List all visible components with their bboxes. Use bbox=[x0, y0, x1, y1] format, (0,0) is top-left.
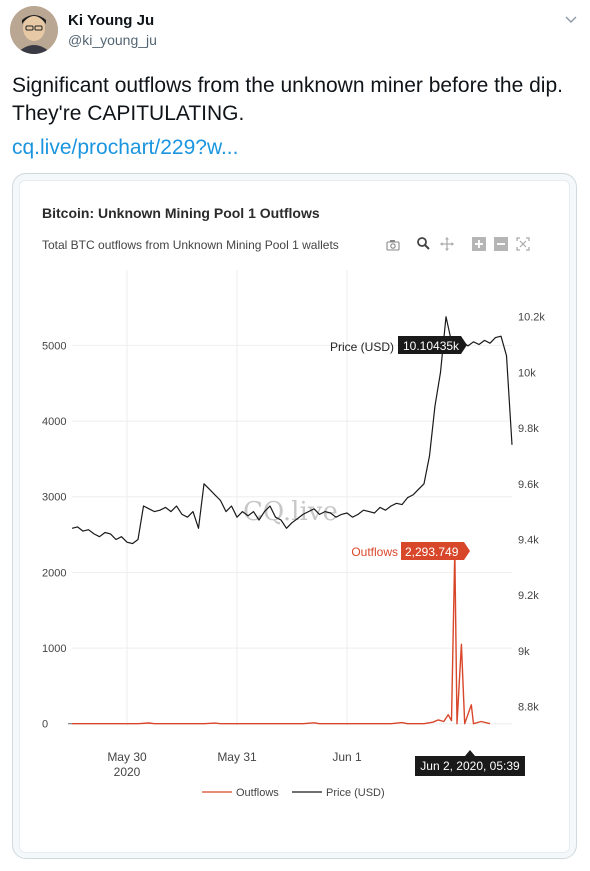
y-left-tick-label: 1000 bbox=[42, 643, 66, 655]
link-card[interactable] bbox=[12, 173, 577, 859]
zoom-out-icon[interactable] bbox=[494, 237, 508, 251]
hover-x-value: Jun 2, 2020, 05:39 bbox=[420, 759, 520, 773]
hover-x-box bbox=[415, 750, 525, 776]
hover-outflow-value: 2,293.749 bbox=[405, 545, 459, 559]
autoscale-icon[interactable] bbox=[516, 237, 530, 251]
avatar-image bbox=[10, 6, 58, 54]
legend-outflows-label[interactable]: Outflows bbox=[236, 787, 279, 799]
y-left-tick-label: 2000 bbox=[42, 567, 66, 579]
left-axis: 0 1000 2000 3000 4000 5000 bbox=[42, 340, 66, 730]
chart-subtitle: Total BTC outflows from Unknown Mining P… bbox=[42, 238, 339, 252]
series-outflows-line[interactable] bbox=[72, 549, 491, 725]
pan-icon[interactable] bbox=[440, 237, 454, 251]
y-right-tick-label: 9k bbox=[518, 646, 530, 658]
y-right-tick-label: 9.6k bbox=[518, 479, 539, 491]
avatar[interactable] bbox=[10, 6, 58, 54]
right-axis: 8.8k 9k 9.2k 9.4k 9.6k 9.8k 10k 10.2k bbox=[518, 312, 545, 714]
chevron-down-icon[interactable] bbox=[562, 10, 580, 28]
x-tick-sublabel: 2020 bbox=[114, 765, 141, 779]
camera-icon[interactable] bbox=[386, 238, 400, 252]
x-tick-label: May 31 bbox=[217, 750, 257, 764]
hover-outflow-box bbox=[401, 542, 470, 560]
chart-title: Bitcoin: Unknown Mining Pool 1 Outflows bbox=[42, 205, 320, 221]
y-left-tick-label: 0 bbox=[42, 719, 48, 731]
y-right-tick-label: 10.2k bbox=[518, 312, 545, 324]
grid bbox=[68, 270, 512, 726]
chart-panel bbox=[19, 180, 570, 853]
x-tick-label: May 30 bbox=[107, 750, 147, 764]
legend[interactable]: Outflows Price (USD) bbox=[202, 787, 385, 799]
y-right-tick-label: 8.8k bbox=[518, 702, 539, 714]
hover-labels: Price (USD) 10.10435k Outflows 2,293.749… bbox=[330, 336, 525, 776]
watermark: CQ.live bbox=[243, 497, 338, 527]
tweet-link[interactable]: cq.live/prochart/229?w... bbox=[12, 136, 239, 159]
legend-price-label[interactable]: Price (USD) bbox=[326, 787, 385, 799]
hover-outflow-label: Outflows bbox=[351, 545, 398, 559]
series[interactable] bbox=[71, 316, 513, 725]
hover-price-value: 10.10435k bbox=[403, 339, 460, 353]
y-left-tick-label: 3000 bbox=[42, 492, 66, 504]
x-tick-label: Jun 1 bbox=[332, 750, 362, 764]
y-right-tick-label: 10k bbox=[518, 367, 536, 379]
y-left-tick-label: 5000 bbox=[42, 340, 66, 352]
zoom-icon[interactable] bbox=[416, 236, 430, 250]
author-handle[interactable]: @ki_young_ju bbox=[68, 32, 157, 48]
y-right-tick-label: 9.2k bbox=[518, 590, 539, 602]
zoom-in-icon[interactable] bbox=[472, 237, 486, 251]
series-price-line[interactable] bbox=[71, 316, 513, 545]
hover-price-box bbox=[398, 336, 467, 354]
y-right-tick-label: 9.4k bbox=[518, 534, 539, 546]
tweet-text: Significant outflows from the unknown mi… bbox=[12, 74, 563, 125]
y-left-tick-label: 4000 bbox=[42, 416, 66, 428]
author-name[interactable]: Ki Young Ju bbox=[68, 12, 155, 29]
y-right-tick-label: 9.8k bbox=[518, 423, 539, 435]
hover-price-label: Price (USD) bbox=[330, 340, 394, 354]
